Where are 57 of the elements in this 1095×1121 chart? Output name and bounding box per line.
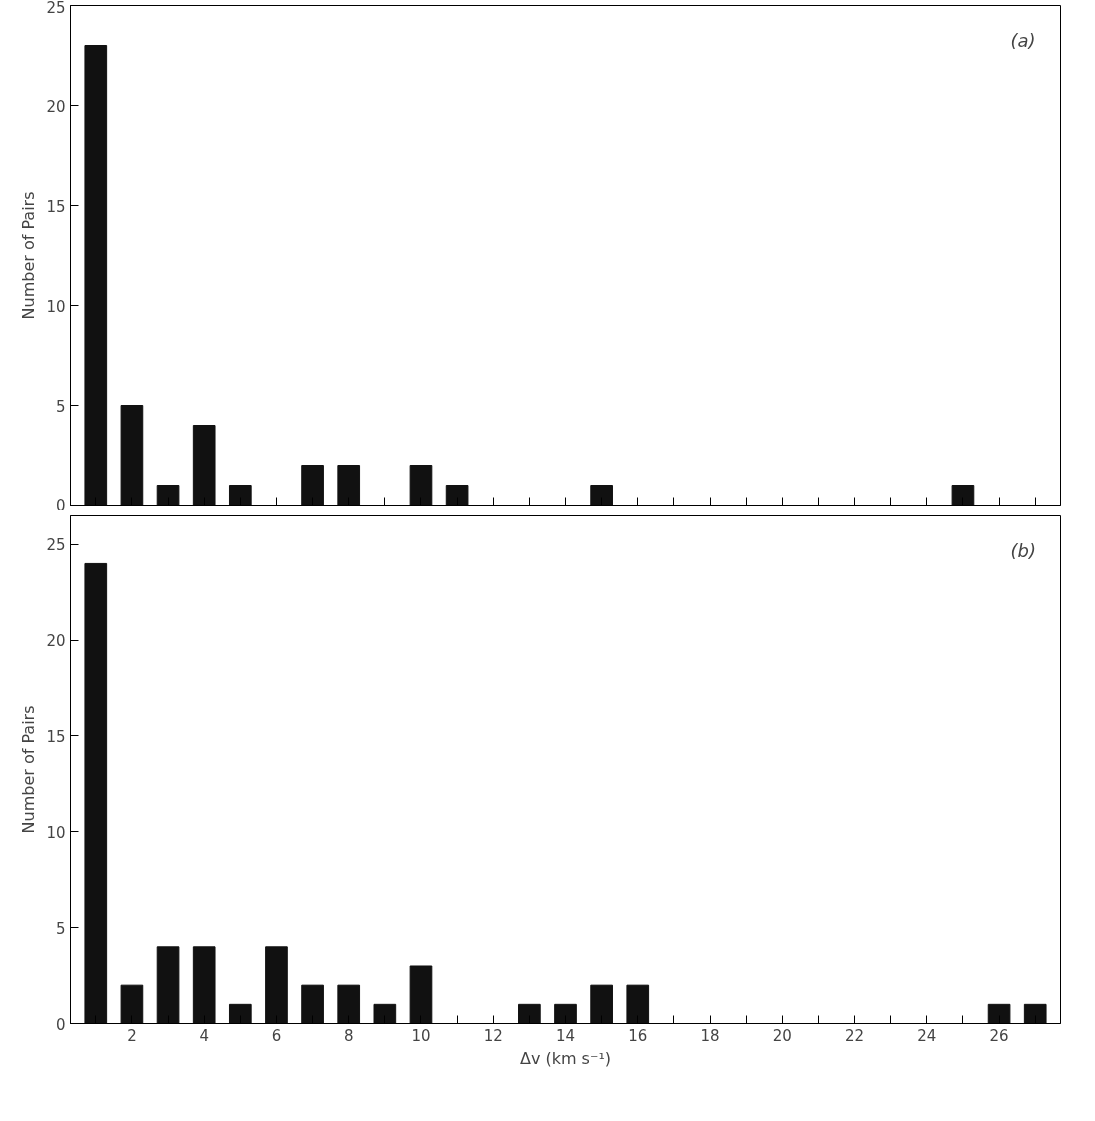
bar [409, 965, 433, 1024]
bar [1023, 1003, 1047, 1024]
bar [373, 1003, 397, 1024]
y-tick-label: 20 [46, 632, 66, 651]
bar [265, 946, 288, 1024]
bar [518, 1003, 541, 1024]
y-tick-label: 5 [55, 397, 66, 416]
bar [192, 946, 216, 1024]
y-tick-label: 0 [55, 496, 66, 515]
bar [301, 465, 324, 506]
bar [192, 425, 216, 506]
bar [554, 1003, 577, 1024]
x-tick-label: 12 [483, 1026, 503, 1045]
x-tick-label: 26 [989, 1026, 1009, 1045]
bar [337, 984, 361, 1024]
bar [120, 405, 144, 506]
x-tick-label: 6 [271, 1026, 282, 1045]
x-tick-label: 14 [555, 1026, 576, 1045]
bar [228, 485, 252, 506]
x-tick-label: 4 [199, 1026, 209, 1045]
bar [337, 465, 361, 506]
x-tick-label: 8 [343, 1026, 354, 1045]
bar [590, 984, 613, 1024]
y-tick-label: 15 [46, 197, 66, 216]
bar [301, 984, 324, 1024]
x-tick-label: 20 [772, 1026, 792, 1045]
y-axis-title: Number of Pairs [19, 705, 39, 834]
bar [228, 1003, 252, 1024]
bar [409, 465, 433, 506]
bar [987, 1003, 1011, 1024]
bar [951, 485, 975, 506]
annotation: (b) [1010, 539, 1036, 561]
x-tick-label: 22 [845, 1026, 865, 1045]
y-tick-label: 20 [46, 97, 66, 116]
x-tick-label: 16 [628, 1026, 648, 1045]
bar [590, 485, 613, 506]
bar [84, 45, 108, 506]
x-axis-title: Δv (km s⁻¹) [519, 1048, 612, 1068]
bar [445, 485, 469, 506]
bar [120, 984, 144, 1024]
x-tick-label: 18 [700, 1026, 720, 1045]
y-tick-label: 25 [46, 0, 66, 17]
annotation: (a) [1010, 29, 1036, 51]
bar [156, 946, 180, 1024]
bar [156, 485, 180, 506]
y-tick-label: 15 [46, 727, 66, 746]
y-tick-label: 10 [46, 297, 66, 316]
x-tick-label: 2 [127, 1026, 137, 1045]
y-axis-title: Number of Pairs [19, 191, 39, 320]
bar [626, 984, 650, 1024]
x-tick-label: 10 [411, 1026, 431, 1045]
y-tick-label: 10 [46, 823, 66, 842]
x-tick-label: 24 [917, 1026, 937, 1045]
y-tick-label: 5 [55, 919, 66, 938]
bar [84, 562, 108, 1024]
y-tick-label: 25 [46, 536, 66, 555]
y-tick-label: 0 [55, 1015, 66, 1034]
